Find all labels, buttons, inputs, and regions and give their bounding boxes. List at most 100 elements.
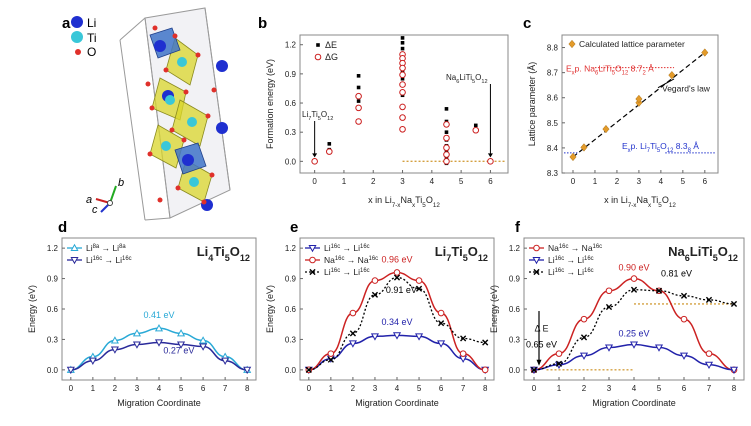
text-run: N [400, 195, 407, 205]
data-point-circle [443, 121, 450, 128]
panel-a: Li Ti O [71, 7, 231, 221]
x-axis-label: Migration Coordinate [117, 398, 201, 408]
subscript: 6 [595, 71, 599, 77]
data-point-circle [605, 287, 613, 295]
data-point-x [393, 274, 401, 281]
x-tick-label: 8 [483, 384, 488, 393]
data-point-circle [555, 350, 563, 357]
text-run: O [230, 244, 240, 259]
text-run: 8 [676, 141, 681, 151]
data-point-x [680, 292, 688, 299]
subscript: 12 [327, 116, 333, 122]
data-point-triangle-down [348, 340, 357, 348]
subscript: 7 [308, 116, 311, 122]
data-point-circle [327, 350, 335, 357]
data-point-triangle-up [199, 336, 208, 344]
data-point-triangle-down [154, 339, 164, 347]
data-point-square [400, 46, 405, 51]
data-point-circle [487, 158, 494, 165]
legend-label: Na16c → Na16c [324, 255, 378, 265]
marker-stroke [460, 335, 467, 342]
data-point-circle [371, 277, 379, 284]
vegard-label: Vegard's law [662, 83, 711, 93]
data-point-triangle-down [414, 333, 424, 341]
subscript: x [628, 148, 631, 154]
data-point-square [356, 85, 361, 90]
data-point-triangle-down [604, 344, 614, 352]
legend-label-dE: ΔE [325, 40, 337, 50]
text-run: L [302, 110, 307, 119]
data-point-square [400, 76, 405, 81]
y-axis-label: Energy (eV) [27, 285, 37, 333]
data-point-diamond [635, 94, 643, 104]
data-point-square [327, 142, 332, 146]
legend-run: Na [548, 243, 559, 253]
legend-marker [533, 244, 540, 252]
x-tick-label: 8 [245, 384, 250, 393]
data-point-diamond [569, 152, 577, 162]
legend-run: Li [86, 243, 93, 253]
data-point-x [555, 360, 563, 367]
data-point-square [444, 130, 449, 134]
text-run: . [681, 141, 683, 151]
x-tick-label: 1 [329, 384, 334, 393]
x-tick-label: 0 [307, 384, 312, 393]
marker-stroke [437, 320, 445, 327]
data-point-x [327, 356, 334, 363]
text-run: L [385, 195, 390, 205]
data-point-circle [443, 151, 450, 158]
annotation-label: Li7Ti5O12 [302, 110, 333, 122]
subscript: 12 [478, 253, 488, 263]
y-tick-label: 8.4 [547, 144, 559, 153]
x-tick-label: 7 [707, 384, 712, 393]
text-run: T [701, 244, 709, 259]
legend-superscript: 16c [584, 268, 594, 274]
data-point-x [349, 330, 357, 337]
text-run: L [197, 244, 205, 259]
data-point-square [444, 107, 449, 111]
legend-label-dG: ΔG [325, 52, 338, 62]
x-tick-label: 5 [459, 177, 464, 186]
y-tick-label: 0.0 [509, 366, 521, 375]
x-tick-label: 2 [582, 384, 587, 393]
legend-superscript: 16c [331, 268, 341, 274]
data-point-x [730, 300, 738, 308]
subscript: 2 [642, 71, 645, 77]
text-run: O [475, 73, 481, 82]
panel-e-chart: 0 1 2 3 4 5 6 7 80.00.30.60.91.2 Li16c → Li16cNa1… [265, 237, 495, 408]
data-point-x [482, 339, 489, 346]
data-point-triangle-down [437, 340, 446, 348]
text-run: N [636, 195, 643, 205]
legend-superscript: 16c [360, 244, 370, 250]
x-tick-label: 1 [91, 384, 96, 393]
data-point-circle [415, 277, 423, 284]
text-run: O [468, 244, 478, 259]
subscript: 7-x [628, 202, 638, 209]
x-tick-label: 5 [681, 177, 686, 186]
legend-label: Li8a → Li8a [86, 243, 126, 253]
y-tick-label: 0.0 [285, 366, 297, 375]
x-tick-label: 8 [732, 384, 737, 393]
data-point-circle [355, 104, 362, 112]
data-point-diamond [602, 124, 610, 134]
exp-li-label: Exp. Li7Ti5O12 8.38 Å [622, 141, 699, 154]
data-point-triangle-down [629, 341, 639, 349]
text-run: N [584, 64, 590, 74]
text-run: L [598, 64, 603, 74]
y-tick-label: 0.3 [285, 128, 297, 137]
data-point-triangle-up [110, 336, 119, 344]
data-point-triangle-down [66, 366, 75, 375]
y-tick-label: 0.9 [47, 275, 59, 284]
panel-letter-d: d [58, 219, 67, 236]
legend-o-dot [75, 49, 81, 55]
text-run: O [718, 244, 728, 259]
legend-marker-dE [316, 43, 320, 47]
subscript: 12 [667, 148, 674, 154]
y-tick-label: 8.7 [547, 69, 559, 78]
legend-run: → Li [564, 255, 584, 265]
x-tick-label: 4 [430, 177, 435, 186]
value-label: 0.91 eV [386, 285, 417, 295]
data-point-triangle-up [132, 329, 142, 337]
data-point-triangle-down [176, 341, 186, 349]
data-point-circle [399, 125, 406, 133]
